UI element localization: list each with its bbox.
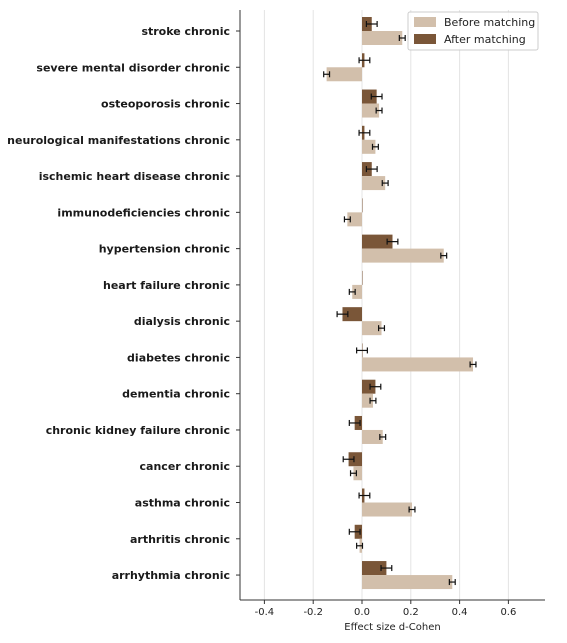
y-tick-label: heart failure chronic bbox=[103, 279, 230, 292]
y-tick-label: stroke chronic bbox=[141, 25, 230, 38]
y-tick-label: dialysis chronic bbox=[134, 315, 230, 328]
bar-before-matching bbox=[362, 139, 376, 154]
y-tick-label: arrhythmia chronic bbox=[112, 569, 230, 582]
y-tick-label: arthritis chronic bbox=[130, 533, 230, 546]
legend: Before matching After matching bbox=[407, 11, 539, 51]
y-tick-label: cancer chronic bbox=[140, 460, 230, 473]
y-tick-label: dementia chronic bbox=[122, 388, 230, 401]
bar-before-matching bbox=[362, 31, 403, 45]
x-axis-label: Effect size d-Cohen bbox=[344, 622, 440, 633]
x-axis-ticks: -0.4 -0.2 0.0 0.2 0.4 0.6 bbox=[255, 600, 516, 618]
bar-before-matching bbox=[362, 176, 386, 191]
y-tick-label: immunodeficiencies chronic bbox=[57, 206, 230, 219]
legend-swatch-after bbox=[414, 34, 436, 44]
bar-before-matching bbox=[362, 575, 453, 590]
bar-before-matching bbox=[362, 393, 373, 408]
y-axis-labels: stroke chronic severe mental disorder chr… bbox=[7, 25, 240, 582]
bar-before-matching bbox=[347, 212, 362, 227]
x-tick-label: 0.6 bbox=[500, 607, 516, 618]
legend-label-before: Before matching bbox=[444, 16, 535, 29]
y-tick-label: osteoporosis chronic bbox=[101, 98, 230, 111]
y-tick-label: ischemic heart disease chronic bbox=[39, 170, 230, 183]
x-tick-label: 0.2 bbox=[403, 607, 419, 618]
x-tick-label: -0.2 bbox=[303, 607, 323, 618]
bar-after-matching bbox=[362, 270, 363, 285]
bar-before-matching bbox=[362, 502, 413, 517]
bar-before-matching bbox=[326, 67, 362, 82]
axes bbox=[239, 10, 545, 601]
error-bars bbox=[323, 21, 477, 586]
bar-before-matching bbox=[353, 466, 362, 481]
y-tick-label: chronic kidney failure chronic bbox=[46, 424, 230, 437]
bar-after-matching bbox=[362, 234, 393, 249]
legend-box bbox=[407, 11, 539, 51]
y-tick-label: severe mental disorder chronic bbox=[36, 61, 230, 74]
legend-swatch-before bbox=[414, 17, 436, 27]
x-tick-label: 0.4 bbox=[452, 607, 468, 618]
x-tick-label: -0.4 bbox=[255, 607, 275, 618]
bar-before-matching bbox=[352, 284, 362, 299]
bars bbox=[326, 17, 474, 590]
bar-before-matching bbox=[362, 248, 444, 263]
bar-before-matching bbox=[362, 103, 380, 118]
bar-before-matching bbox=[362, 321, 382, 336]
bar-after-matching bbox=[342, 307, 362, 322]
bar-after-matching bbox=[348, 452, 362, 467]
bar-after-matching bbox=[362, 198, 363, 213]
bar-after-matching bbox=[362, 561, 387, 576]
y-tick-label: diabetes chronic bbox=[127, 351, 230, 364]
bar-after-matching bbox=[362, 379, 376, 394]
y-tick-label: neurological manifestations chronic bbox=[7, 134, 230, 147]
y-tick-label: hypertension chronic bbox=[99, 243, 230, 256]
bar-before-matching bbox=[362, 429, 383, 444]
legend-label-after: After matching bbox=[444, 33, 526, 46]
bar-after-matching bbox=[362, 89, 377, 104]
y-tick-label: asthma chronic bbox=[135, 497, 230, 510]
x-tick-label: 0.0 bbox=[354, 607, 370, 618]
bar-before-matching bbox=[362, 357, 474, 372]
